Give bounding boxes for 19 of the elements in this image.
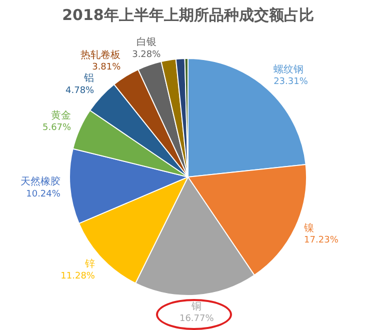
slice-label: 天然橡胶 <box>20 176 60 188</box>
data-label: 16.77% <box>179 314 214 324</box>
slice-label: 镍 <box>303 222 314 234</box>
data-label: 5.67% <box>42 123 72 134</box>
data-label: 11.28% <box>60 272 96 282</box>
slice-label: 螺纹钢 <box>274 63 304 76</box>
data-label: 17.23% <box>304 236 339 246</box>
slice-label: 热轧卷板 <box>80 48 121 61</box>
data-label: 10.24% <box>26 189 61 200</box>
slice-label: 白银 <box>136 36 156 48</box>
slice-label: 铝 <box>83 73 94 84</box>
data-label: 3.28% <box>132 50 162 60</box>
data-label: 4.78% <box>66 86 95 96</box>
chart-title: 2018年上半年上期所品种成交额占比 <box>62 6 314 24</box>
slice-label: 黄金 <box>51 109 72 122</box>
slice-label: 铜 <box>190 301 202 312</box>
data-label: 3.81% <box>92 62 122 73</box>
slice-label: 锌 <box>84 258 95 270</box>
data-label: 23.31% <box>274 77 308 88</box>
